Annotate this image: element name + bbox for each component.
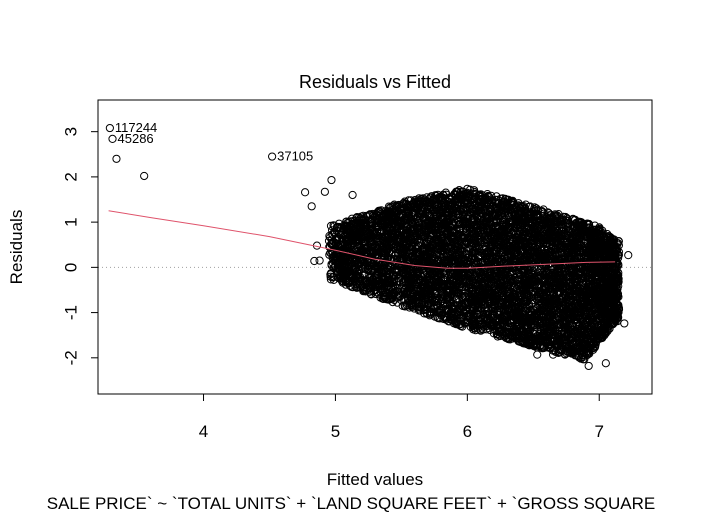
cloud-point — [326, 275, 335, 284]
cloud-point — [521, 200, 530, 209]
cloud-point — [560, 341, 570, 350]
cloud-point — [364, 266, 373, 275]
cloud-point — [400, 267, 410, 276]
cloud-point — [471, 204, 480, 213]
cloud-point — [401, 302, 410, 311]
dense-point-cloud — [324, 184, 624, 364]
cloud-point — [368, 260, 377, 269]
cloud-point — [397, 296, 406, 305]
chart-title: Residuals vs Fitted — [299, 72, 451, 92]
cloud-point — [433, 279, 442, 288]
